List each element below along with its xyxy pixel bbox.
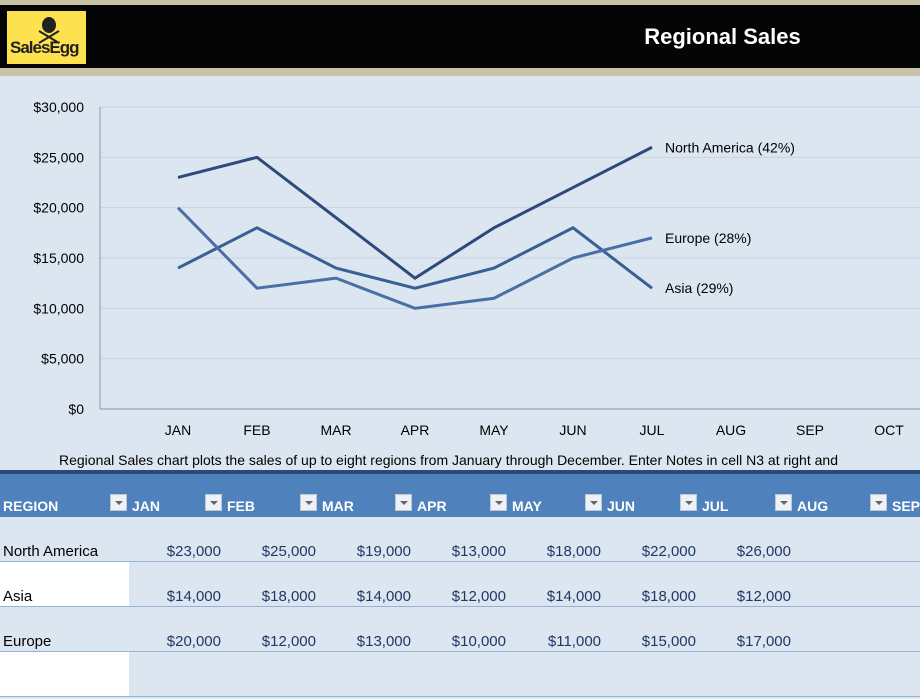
y-tick-label: $30,000 [33, 99, 84, 115]
sales-cell[interactable]: $23,000 [166, 543, 221, 560]
table-row: North America $23,000 $25,000 $19,000 $13,00… [0, 517, 920, 562]
sales-cell[interactable]: $12,000 [451, 588, 506, 605]
sales-cell[interactable]: $18,000 [546, 543, 601, 560]
table-row: Asia $14,000 $18,000 $14,000 $12,000 $14,000 $… [0, 562, 920, 607]
egg-icon [38, 17, 60, 44]
filter-dropdown-button[interactable] [300, 494, 317, 511]
sales-cell[interactable]: $12,000 [736, 588, 791, 605]
table-row: Europe $20,000 $12,000 $13,000 $10,000 $11,00… [0, 607, 920, 652]
sales-cell[interactable]: $12,000 [261, 633, 316, 650]
filter-dropdown-button[interactable] [680, 494, 697, 511]
filter-dropdown-button[interactable] [110, 494, 127, 511]
sales-cell[interactable]: $13,000 [451, 543, 506, 560]
filter-dropdown-button[interactable] [585, 494, 602, 511]
column-header: SEP [892, 498, 920, 514]
filter-dropdown-button[interactable] [490, 494, 507, 511]
column-header: MAY [512, 498, 542, 514]
divider [0, 470, 920, 474]
x-tick-label: MAY [479, 422, 509, 438]
filter-dropdown-button[interactable] [775, 494, 792, 511]
series-line-europe [176, 206, 653, 310]
x-tick-label: JUN [559, 422, 586, 438]
sales-cell[interactable]: $11,000 [547, 633, 601, 650]
x-tick-label: APR [401, 422, 430, 438]
sales-cell[interactable]: $13,000 [356, 633, 411, 650]
y-tick-label: $20,000 [33, 200, 84, 216]
series-label: North America (42%) [665, 139, 795, 155]
sales-line-chart: $0 $5,000 $10,000 $15,000 $20,000 $25,000 $30,… [33, 99, 920, 438]
region-cell[interactable]: Asia [3, 588, 33, 605]
sales-cell[interactable]: $10,000 [451, 633, 506, 650]
sales-cell[interactable]: $14,000 [356, 588, 411, 605]
column-header: JUL [702, 498, 729, 514]
region-cell-bg [0, 652, 129, 696]
region-cell[interactable]: North America [3, 543, 99, 560]
series-label: Asia (29%) [665, 280, 733, 296]
x-tick-label: OCT [874, 422, 904, 438]
chart-caption: Regional Sales chart plots the sales of … [59, 452, 838, 468]
column-header: FEB [227, 498, 255, 514]
salesegg-logo: SalesEgg [7, 11, 86, 64]
sales-cell[interactable]: $26,000 [736, 543, 791, 560]
table-row [0, 652, 920, 697]
x-tick-label: JAN [165, 422, 191, 438]
x-tick-label: MAR [320, 422, 351, 438]
sales-cell[interactable]: $20,000 [166, 633, 221, 650]
region-cell-bg [0, 562, 129, 606]
region-cell[interactable]: Europe [3, 633, 52, 650]
column-header: APR [417, 498, 447, 514]
column-header: JAN [132, 498, 161, 514]
header-bar [0, 5, 920, 68]
x-tick-label: FEB [243, 422, 270, 438]
filter-dropdown-button[interactable] [205, 494, 222, 511]
column-header: REGION [3, 498, 59, 514]
x-tick-label: SEP [796, 422, 824, 438]
column-header: AUG [797, 498, 829, 514]
y-tick-label: $25,000 [33, 149, 84, 165]
sales-cell[interactable]: $14,000 [166, 588, 221, 605]
sales-cell[interactable]: $22,000 [641, 543, 696, 560]
filter-dropdown-button[interactable] [870, 494, 887, 511]
logo-text: SalesEgg [10, 38, 80, 57]
page-title: Regional Sales [644, 24, 801, 49]
y-tick-label: $10,000 [33, 300, 84, 316]
x-tick-label: JUL [640, 422, 665, 438]
sales-cell[interactable]: $25,000 [261, 543, 316, 560]
y-tick-label: $0 [68, 401, 84, 417]
sales-cell[interactable]: $18,000 [261, 588, 316, 605]
y-tick-label: $5,000 [41, 351, 84, 367]
table-header: REGION JAN FEB MAR APR MAY JUN JUL AUG SEP [0, 474, 920, 517]
filter-dropdown-button[interactable] [395, 494, 412, 511]
series-line-asia [177, 226, 653, 290]
sales-cell[interactable]: $18,000 [641, 588, 696, 605]
column-header: MAR [322, 498, 354, 514]
series-label: Europe (28%) [665, 230, 751, 246]
sales-cell[interactable]: $15,000 [641, 633, 696, 650]
sales-cell[interactable]: $14,000 [546, 588, 601, 605]
column-header: JUN [607, 498, 636, 514]
x-tick-label: AUG [716, 422, 746, 438]
y-tick-label: $15,000 [33, 250, 84, 266]
sales-cell[interactable]: $19,000 [356, 543, 411, 560]
series-line-north-america [177, 145, 653, 280]
sales-cell[interactable]: $17,000 [736, 633, 791, 650]
